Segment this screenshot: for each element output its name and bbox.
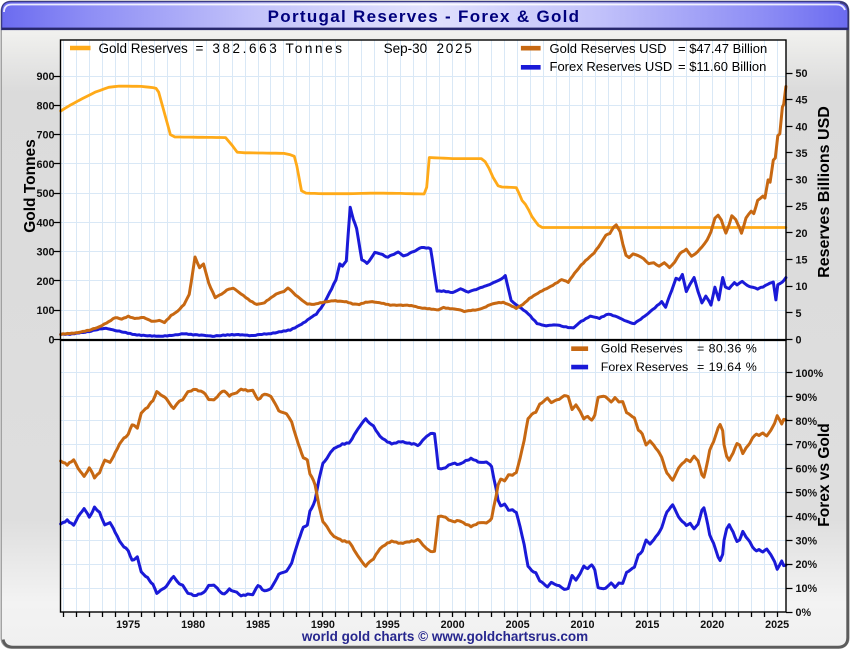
svg-text:Gold Tonnes: Gold Tonnes — [22, 139, 39, 233]
svg-text:70%: 70% — [796, 440, 818, 452]
svg-text:1975: 1975 — [116, 619, 140, 631]
svg-text:40: 40 — [796, 121, 808, 133]
svg-text:700: 700 — [36, 130, 54, 142]
svg-text:Forex vs Gold: Forex vs Gold — [816, 423, 833, 526]
svg-text:Forex Reserves: Forex Reserves — [601, 360, 688, 374]
svg-text:400: 400 — [36, 217, 54, 229]
svg-text:= $11.60 Billion: = $11.60 Billion — [678, 59, 766, 74]
svg-text:500: 500 — [36, 188, 54, 200]
svg-text:0: 0 — [48, 334, 54, 346]
svg-text:world gold charts © www.goldch: world gold charts © www.goldchartsrus.co… — [301, 629, 588, 644]
svg-text:2020: 2020 — [700, 619, 724, 631]
svg-text:20%: 20% — [796, 559, 818, 571]
svg-text:100: 100 — [36, 305, 54, 317]
svg-text:1995: 1995 — [376, 619, 400, 631]
svg-text:600: 600 — [36, 159, 54, 171]
svg-text:= $47.47 Billion: = $47.47 Billion — [678, 41, 767, 56]
svg-text:2025: 2025 — [765, 619, 789, 631]
svg-text:2000: 2000 — [441, 619, 465, 631]
svg-text:Portugal Reserves - Forex & Go: Portugal Reserves - Forex & Gold — [268, 7, 581, 26]
svg-text:1980: 1980 — [181, 619, 205, 631]
svg-text:900: 900 — [36, 71, 54, 83]
svg-text:1990: 1990 — [311, 619, 335, 631]
svg-text:0: 0 — [796, 334, 802, 346]
svg-text:300: 300 — [36, 247, 54, 259]
svg-text:90%: 90% — [796, 392, 818, 404]
svg-text:2025: 2025 — [437, 41, 474, 56]
svg-text:2010: 2010 — [570, 619, 594, 631]
svg-text:= 382.663 Tonnes: = 382.663 Tonnes — [196, 41, 345, 56]
svg-text:Gold Reserves: Gold Reserves — [99, 41, 189, 56]
svg-text:50%: 50% — [796, 488, 818, 500]
svg-text:25: 25 — [796, 201, 808, 213]
svg-text:80%: 80% — [796, 416, 818, 428]
svg-text:35: 35 — [796, 148, 808, 160]
svg-text:10: 10 — [796, 281, 808, 293]
svg-text:Forex Reserves USD: Forex Reserves USD — [550, 59, 673, 74]
svg-text:5: 5 — [796, 308, 802, 320]
svg-text:10%: 10% — [796, 583, 818, 595]
svg-text:100%: 100% — [796, 368, 824, 380]
svg-text:= 19.64 %: = 19.64 % — [697, 360, 757, 374]
svg-text:Reserves Billions USD: Reserves Billions USD — [816, 106, 833, 278]
svg-text:45: 45 — [796, 95, 808, 107]
svg-text:30%: 30% — [796, 535, 818, 547]
svg-text:Gold Reserves: Gold Reserves — [601, 342, 683, 356]
svg-text:800: 800 — [36, 100, 54, 112]
svg-text:Sep-30: Sep-30 — [384, 41, 428, 56]
svg-text:Gold Reserves USD: Gold Reserves USD — [550, 41, 667, 56]
svg-text:1985: 1985 — [246, 619, 270, 631]
svg-text:2005: 2005 — [506, 619, 530, 631]
svg-text:20: 20 — [796, 228, 808, 240]
svg-text:15: 15 — [796, 255, 808, 267]
svg-text:2015: 2015 — [635, 619, 659, 631]
svg-text:= 80.36 %: = 80.36 % — [697, 342, 757, 356]
svg-text:60%: 60% — [796, 464, 818, 476]
svg-text:0%: 0% — [796, 607, 812, 619]
svg-text:50: 50 — [796, 68, 808, 80]
svg-text:40%: 40% — [796, 511, 818, 523]
svg-text:200: 200 — [36, 276, 54, 288]
svg-text:30: 30 — [796, 175, 808, 187]
